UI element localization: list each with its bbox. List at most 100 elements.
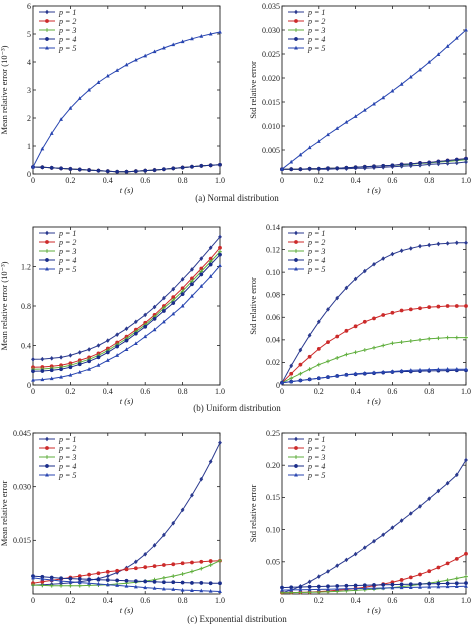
y-tick-label: 0.4 [21, 341, 31, 350]
data-point-p2 [418, 306, 422, 311]
data-point-p2 [162, 563, 166, 567]
data-point-p1 [316, 574, 321, 579]
data-point-p4 [40, 369, 45, 373]
data-point-p2 [298, 362, 303, 367]
data-point-p2 [77, 358, 82, 363]
data-point-p4 [68, 365, 73, 370]
data-point-p4 [31, 369, 35, 374]
data-point-p5 [344, 586, 349, 591]
data-point-p5 [445, 44, 450, 48]
data-point-p2 [307, 354, 312, 359]
data-point-p2 [199, 559, 204, 564]
data-point-p1 [162, 532, 166, 538]
data-point-p5 [162, 319, 166, 324]
data-point-p1 [335, 295, 340, 301]
data-point-p1 [464, 457, 468, 463]
data-point-p5 [40, 576, 45, 581]
legend-label-p4: p = 4 [307, 462, 325, 471]
legend-label-p1: p = 1 [307, 8, 325, 17]
x-tick-label: 1.0 [215, 387, 225, 396]
series-line-3 [281, 337, 466, 384]
legend-marker-p5 [294, 472, 298, 477]
data-point-p2 [190, 276, 194, 281]
x-axis-label: t (s) [120, 396, 134, 406]
data-point-p5 [152, 586, 157, 590]
data-point-p4 [105, 169, 110, 174]
data-point-p1 [115, 332, 120, 337]
data-point-p5 [105, 582, 110, 587]
data-point-p1 [68, 353, 73, 358]
x-tick-label: 0 [280, 596, 284, 605]
data-point-p1 [190, 492, 194, 498]
data-point-p1 [96, 343, 101, 348]
data-point-p2 [124, 567, 129, 572]
legend-label-p1: p = 1 [58, 229, 76, 238]
data-point-p2 [464, 304, 468, 308]
data-point-p4 [133, 579, 138, 584]
data-point-p2 [445, 561, 450, 566]
data-point-p5 [59, 117, 63, 121]
plot-frame [281, 5, 467, 175]
data-point-p2 [362, 319, 367, 324]
x-tick-label: 0 [280, 387, 284, 396]
data-point-p4 [199, 272, 204, 277]
data-point-p4 [171, 166, 176, 171]
data-point-p4 [180, 292, 185, 297]
data-point-p4 [372, 164, 376, 169]
data-point-p4 [115, 578, 120, 583]
data-point-p5 [68, 579, 73, 584]
data-point-p1 [87, 347, 91, 352]
data-point-p1 [362, 545, 367, 550]
y-tick-label: 2 [27, 114, 31, 123]
legend-marker-p2 [45, 240, 49, 244]
data-point-p5 [326, 374, 330, 379]
y-axis-label: Mean relative error (10⁻³) [0, 45, 9, 134]
data-point-p5 [162, 586, 166, 591]
data-point-p4 [105, 578, 110, 583]
data-point-p5 [408, 74, 413, 79]
data-point-p5 [335, 586, 340, 591]
data-point-p1 [143, 551, 148, 557]
data-point-p4 [152, 168, 157, 173]
data-point-p1 [40, 356, 45, 362]
x-tick-label: 0.4 [351, 387, 361, 396]
chart-b-left: 0 0.2 0.4 0.6 0.8 1.0 0 0.4 0.8 1.2 t (s) Mean rela… [0, 226, 225, 406]
data-point-p5 [289, 159, 294, 164]
legend-label-p3: p = 3 [307, 453, 325, 462]
data-point-p4 [445, 158, 450, 163]
data-point-p5 [105, 73, 110, 78]
data-point-p1 [180, 507, 185, 513]
y-tick-label: 3 [27, 86, 31, 95]
chart-c-right: 0 0.2 0.4 0.6 0.8 1.0 0.05 0.10 0.15 0.20 0.25 t (s… [248, 429, 471, 615]
x-tick-label: 0.2 [65, 176, 75, 185]
data-point-p5 [208, 588, 213, 593]
data-point-p4 [171, 580, 176, 585]
data-point-p1 [436, 241, 441, 247]
data-point-p3 [344, 352, 349, 357]
data-point-p4 [353, 165, 358, 170]
data-point-p5 [445, 584, 450, 589]
x-tick-label: 0.8 [424, 387, 434, 396]
x-tick-label: 0.2 [314, 387, 324, 396]
data-point-p1 [353, 551, 358, 557]
caption-exponential: (c) Exponential distribution [187, 614, 287, 624]
data-point-p2 [143, 565, 148, 570]
legend-label-p4: p = 4 [307, 256, 325, 265]
x-axis-label: t (s) [120, 605, 134, 615]
data-point-p4 [218, 252, 222, 257]
data-point-p5 [353, 371, 358, 376]
data-point-p1 [298, 347, 303, 353]
legend-label-p5: p = 5 [307, 44, 325, 53]
legend-label-p1: p = 1 [307, 229, 325, 238]
chart-c-left: 0 0.2 0.4 0.6 0.8 1.0 0.015 0.030 0.045 t (s) Mean… [0, 429, 225, 615]
data-point-p2 [335, 334, 340, 339]
data-point-p4 [307, 166, 312, 171]
data-point-p3 [31, 583, 35, 587]
data-point-p5 [427, 584, 432, 589]
x-tick-label: 0.6 [140, 387, 150, 396]
data-point-p3 [445, 578, 450, 583]
data-point-p4 [115, 169, 120, 174]
data-point-p1 [289, 363, 294, 369]
data-point-p4 [161, 167, 166, 172]
